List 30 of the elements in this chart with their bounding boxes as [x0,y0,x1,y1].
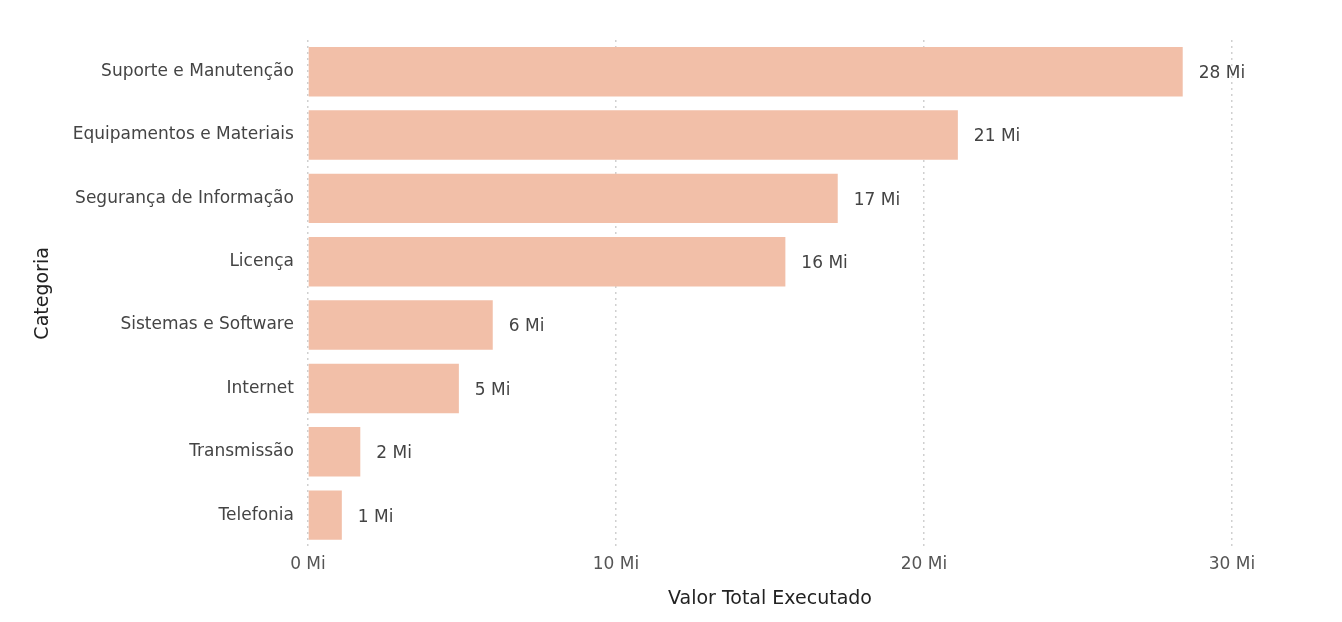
bar [308,363,459,414]
bar [308,300,493,350]
data-label: 17 Mi [853,188,901,209]
x-tick-label: 0 Mi [290,553,326,574]
data-label: 6 Mi [508,315,545,336]
bar [308,237,786,287]
x-axis-title: Valor Total Executado [667,585,872,608]
y-axis-title: Categoria [30,247,53,340]
bar [308,110,958,160]
y-tick-label: Internet [226,376,295,397]
y-tick-label: Telefonia [217,503,294,524]
y-tick-label: Licença [229,250,294,271]
y-tick-label: Sistemas e Software [120,313,294,334]
x-tick-label: 10 Mi [592,553,640,574]
y-tick-label: Segurança de Informação [75,186,294,207]
bar [308,173,838,224]
x-tick-label: 20 Mi [900,553,948,574]
y-tick-label: Transmissão [188,440,294,461]
data-label: 16 Mi [801,252,848,273]
bar [308,427,361,477]
data-label: 21 Mi [973,125,1021,146]
data-label: 1 Mi [357,505,394,526]
y-tick-label: Suporte e Manutenção [101,60,294,81]
data-label: 2 Mi [376,442,412,463]
bar [308,46,1183,97]
bar [308,490,342,540]
x-tick-label: 30 Mi [1208,553,1256,574]
data-label: 28 Mi [1198,62,1246,83]
y-tick-label: Equipamentos e Materiais [72,123,295,144]
data-label: 5 Mi [474,378,511,399]
